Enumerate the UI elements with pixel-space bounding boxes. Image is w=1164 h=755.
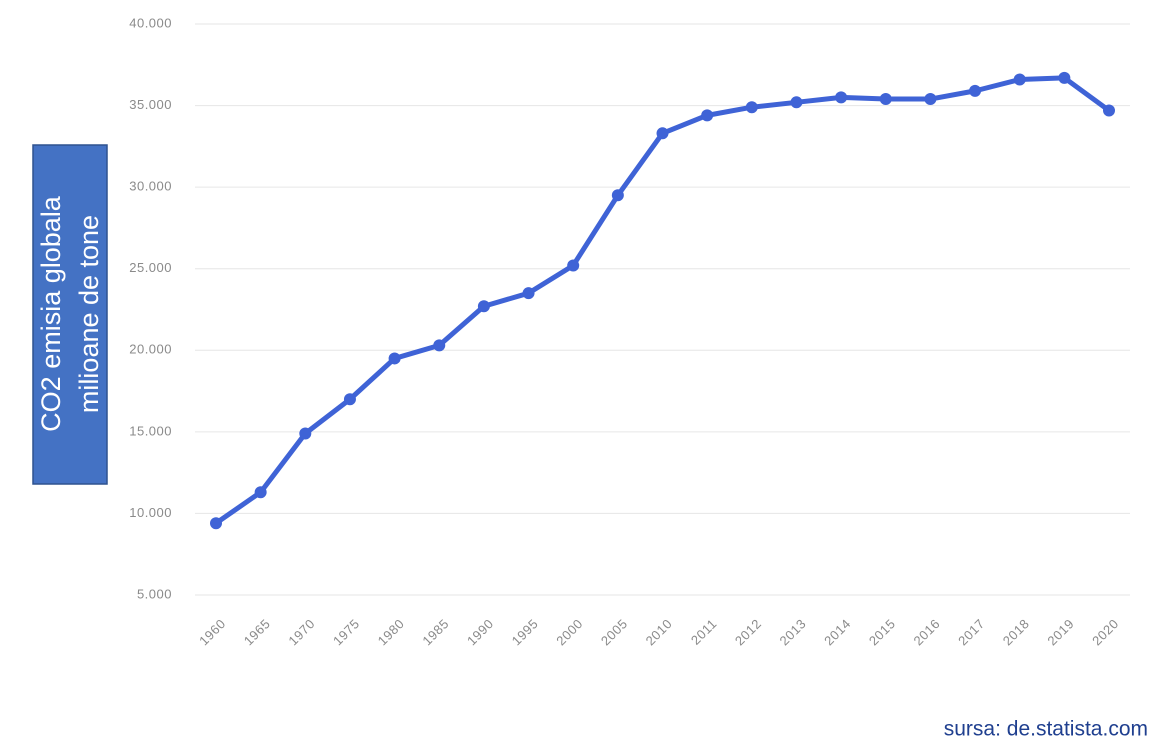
source: sursa: de.statista.com [944,718,1148,741]
x-tick-label: 2000 [553,616,585,648]
x-tick-label: 1975 [330,616,362,648]
x-tick-label: 2018 [1000,616,1032,648]
ylabel-box [32,144,108,485]
y-tick-label: 10.000 [129,505,172,520]
x-tick-label: 1960 [196,616,228,648]
y-tick-label: 20.000 [129,342,172,357]
point [477,300,490,313]
point [656,127,669,140]
y-tick-label: 35.000 [129,97,172,112]
point [879,93,892,106]
point [343,393,356,406]
point [701,109,714,122]
line [214,75,1111,526]
x-tick-label: 2005 [598,616,630,648]
y-tick-label: 40.000 [129,15,172,30]
point [969,84,982,97]
x-tick-label: 2010 [643,616,675,648]
x-tick-label: 2015 [866,616,898,648]
x-tick-label: 2011 [688,616,720,648]
y-tick-label: 15.000 [129,423,172,438]
point [567,259,580,272]
y-axis-label: CO2 emisia globala [36,195,66,432]
point [611,189,624,202]
y-tick-label: 25.000 [129,260,172,275]
point [745,101,758,114]
x-tick-label: 1965 [241,616,273,648]
point [433,339,446,352]
x-tick-label: 1985 [419,616,451,648]
x-tick-label: 2020 [1089,616,1121,648]
point [1058,71,1071,84]
point [835,91,848,104]
y-tick-label: 5.000 [137,586,172,601]
point [254,486,267,499]
x-tick-label: 2013 [777,616,809,648]
x-tick-label: 1970 [285,616,317,648]
point [924,93,937,106]
x-tick-label: 1990 [464,616,496,648]
point [1013,73,1026,86]
y-tick-label: 30.000 [129,179,172,194]
x-tick-label: 2019 [1044,616,1076,648]
x-tick-label: 1980 [375,616,407,648]
x-tick-label: 1995 [509,616,541,648]
x-tick-label: 2016 [910,616,942,648]
point [1103,104,1115,117]
point [790,96,803,109]
x-tick-label: 2012 [732,616,764,648]
x-tick-label: 2014 [821,616,853,648]
x-tick-label: 2017 [955,616,987,648]
y-axis-label: milioane de tone [74,215,104,413]
point [210,517,222,530]
point [388,352,401,365]
point [522,287,535,300]
point [299,427,312,440]
